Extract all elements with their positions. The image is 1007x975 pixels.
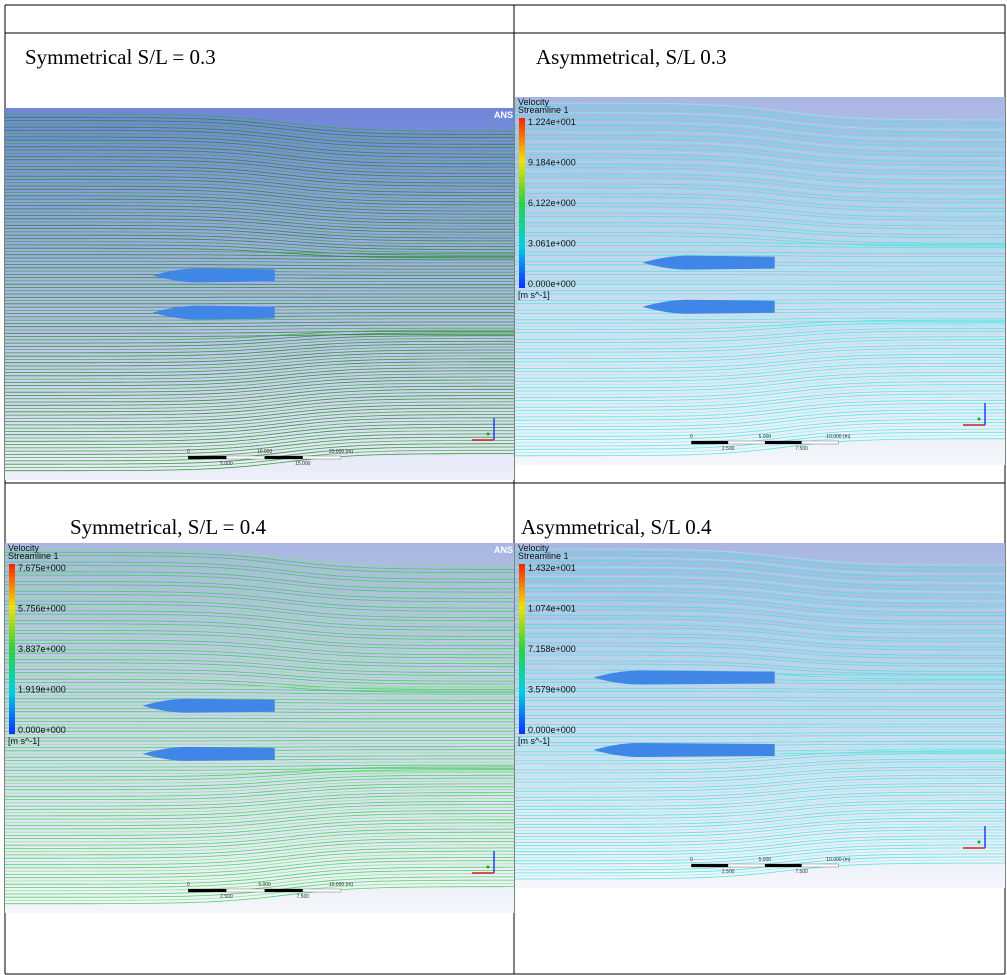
legend-tick: 1.919e+000 [18,685,66,695]
legend-subtitle: Streamline 1 [518,551,569,561]
legend-tick: 0.000e+000 [528,725,576,735]
scale-label: 2.500 [220,894,233,900]
cell-caption: Symmetrical S/L = 0.3 [25,45,216,69]
scale-label: 2.500 [722,869,735,875]
axis-z [978,418,981,421]
scale-label: 10.000 (m) [826,434,851,440]
scale-label: 10.000 (m) [329,882,354,888]
legend-tick: 1.074e+001 [528,604,576,614]
axis-z [978,841,981,844]
scale-label: 5.000 [220,461,233,467]
legend-subtitle: Streamline 1 [518,105,569,115]
legend-subtitle: Streamline 1 [8,551,59,561]
scale-label: 2.500 [722,446,735,452]
legend-tick: 5.756e+000 [18,604,66,614]
legend-unit: [m s^-1] [518,736,550,746]
cell-caption: Symmetrical, S/L = 0.4 [70,515,266,539]
axis-z [487,433,490,436]
legend-unit: [m s^-1] [518,290,550,300]
scale-label: 0 [690,434,693,440]
scale-label: 5.000 [759,434,772,440]
legend-tick: 0.000e+000 [528,279,576,289]
color-bar [9,564,15,734]
scale-label: 7.500 [297,894,310,900]
hull [593,671,774,685]
legend-tick: 7.675e+000 [18,563,66,573]
scale-label: 10.000 [257,449,273,455]
scale-label: 20.000 (m) [329,449,354,455]
cell-caption: Asymmetrical, S/L 0.4 [521,515,712,539]
scale-label: 7.500 [795,869,808,875]
flow-image: ANS 0 10.000 20.000 (m) 5.000 15.000 [5,108,514,480]
legend-tick: 7.158e+000 [528,644,576,654]
logo: ANS [494,545,513,555]
document: Symmetrical S/L = 0.3 ANS 0 10.000 20.000 (m… [0,0,1007,975]
scale-label: 15.000 [295,461,311,467]
scale-seg [765,441,802,444]
legend-tick: 1.224e+001 [528,117,576,127]
scale-label: 7.500 [795,446,808,452]
legend-tick: 9.184e+000 [528,158,576,168]
scale-label: 0 [690,857,693,863]
legend-unit: [m s^-1] [8,736,40,746]
legend-tick: 3.061e+000 [528,239,576,249]
image-content: ANSVelocityStreamline 17.675e+0005.756e+… [5,543,514,913]
scale-seg [188,456,226,459]
scale-seg [691,864,728,867]
color-bar [519,118,525,288]
legend-tick: 0.000e+000 [18,725,66,735]
image-content: VelocityStreamline 11.224e+0019.184e+000… [515,97,1005,465]
flow-image: VelocityStreamline 11.432e+0011.074e+001… [515,543,1005,888]
scale-label: 0 [187,449,190,455]
color-bar [519,564,525,734]
cell-caption: Asymmetrical, S/L 0.3 [536,45,727,69]
page: {"table": {"cells": [ {"caption": "Symme… [0,0,1007,975]
scale-seg [265,889,303,892]
scale-label: 0 [187,882,190,888]
legend-tick: 6.122e+000 [528,198,576,208]
scale-seg [265,456,303,459]
scale-seg [188,889,226,892]
image-content: ANS 0 10.000 20.000 (m) 5.000 15.000 [5,108,514,480]
image-content: VelocityStreamline 11.432e+0011.074e+001… [515,543,1005,888]
scale-label: 5.000 [258,882,271,888]
legend-tick: 1.432e+001 [528,563,576,573]
flow-image: ANSVelocityStreamline 17.675e+0005.756e+… [5,543,514,913]
legend-tick: 3.837e+000 [18,644,66,654]
scale-label: 5.000 [759,857,772,863]
scale-seg [765,864,802,867]
logo: ANS [494,110,513,120]
legend-tick: 3.579e+000 [528,685,576,695]
hull [593,743,774,757]
scale-seg [691,441,728,444]
axis-z [487,866,490,869]
scale-label: 10.000 (m) [826,857,851,863]
